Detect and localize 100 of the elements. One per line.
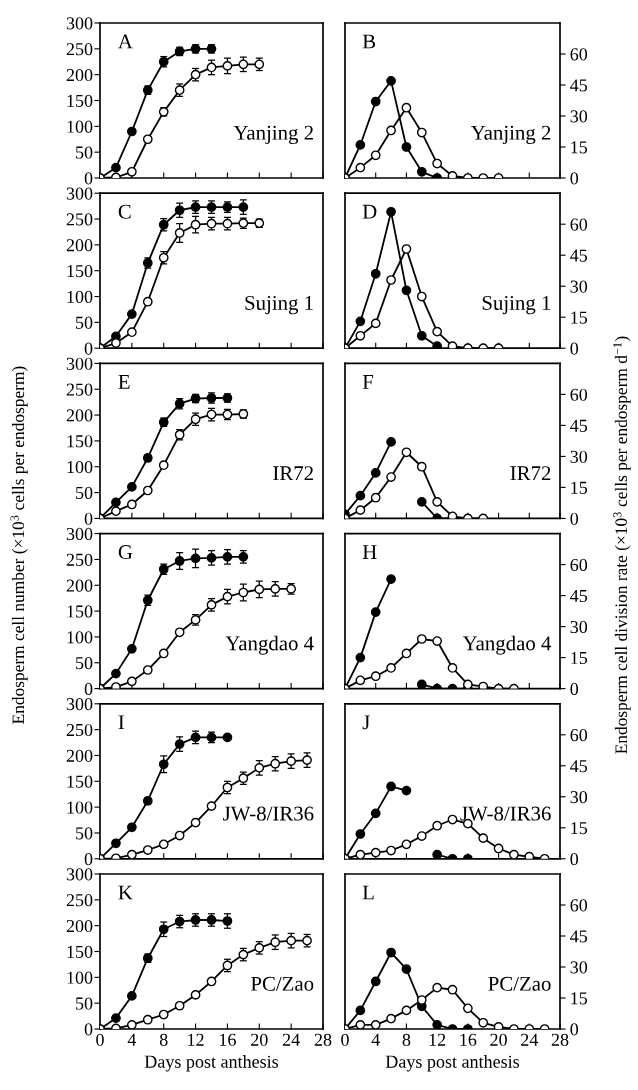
x-tick-label: 0: [96, 1033, 104, 1046]
y-tick-label: 100: [67, 801, 93, 814]
x-tick-label: 24: [521, 1033, 539, 1046]
y-tick-label: 200: [66, 409, 93, 422]
annotation: Sujing 1: [482, 295, 551, 315]
annotation: H: [362, 545, 377, 559]
y-tick-label: 0: [84, 853, 93, 866]
x-tick-label: 20: [251, 1033, 268, 1046]
x-axis-title: Days post anthesis: [385, 1055, 520, 1072]
y-tick-label: 30: [570, 110, 588, 123]
y-tick-label: 200: [66, 579, 93, 592]
annotation: PC/Zao: [251, 976, 314, 991]
y-tick-label: 150: [67, 94, 93, 107]
y-tick-label: 150: [67, 775, 93, 788]
x-tick-label: 16: [219, 1033, 236, 1046]
y-tick-label: 100: [67, 971, 93, 984]
y-tick-label: 30: [570, 791, 588, 804]
annotation: J: [362, 715, 370, 730]
y-tick-label: 300: [66, 17, 93, 30]
annotation: JW-8/IR36: [223, 806, 314, 821]
y-tick-label: 0: [84, 342, 93, 355]
y-tick-label: 50: [76, 657, 93, 670]
annotation: Yangdao 4: [462, 635, 552, 655]
y-tick-label: 150: [67, 945, 93, 958]
y-tick-label: 50: [76, 146, 93, 159]
y-tick-label: 30: [570, 961, 588, 974]
annotation: Sujing 1: [245, 295, 313, 315]
y-tick-label: 300: [66, 527, 93, 541]
y-tick-label: 45: [570, 760, 588, 773]
y-tick-label: 300: [66, 868, 93, 881]
y-tick-label: 60: [570, 729, 588, 742]
y-tick-label: 200: [66, 749, 93, 762]
x-tick-label: 0: [341, 1033, 349, 1046]
y-tick-label: 200: [66, 68, 93, 82]
y-tick-label: 200: [66, 239, 93, 252]
y-tick-label: 50: [76, 486, 93, 500]
x-tick-label: 4: [127, 1033, 137, 1046]
annotation: C: [118, 204, 131, 219]
annotation: JW-8/IR36: [460, 806, 551, 821]
y-tick-label: 15: [571, 311, 588, 324]
x-tick-label: 12: [429, 1033, 446, 1046]
annotation: G: [118, 545, 133, 560]
y-tick-label: 0: [570, 172, 579, 185]
y-tick-label: 0: [84, 172, 93, 185]
y-tick-label: 100: [67, 631, 93, 644]
y-axis-title: Endosperm cell number (×10$^{3}$ cells per endosperm): [10, 366, 28, 724]
annotation: K: [118, 885, 133, 900]
y-tick-label: 15: [571, 481, 588, 494]
y-tick-label: 100: [67, 290, 93, 303]
annotation: PC/Zao: [488, 976, 551, 991]
annotation: E: [118, 375, 130, 389]
y-tick-label: 15: [571, 992, 588, 1005]
x-tick-label: 12: [188, 1033, 204, 1046]
y-tick-label: 150: [67, 605, 93, 618]
y-tick-label: 60: [570, 218, 588, 231]
x-tick-label: 16: [460, 1033, 477, 1046]
y-tick-label: 300: [66, 357, 93, 370]
y-tick-label: 50: [76, 316, 93, 329]
y-tick-label: 60: [570, 899, 588, 912]
annotation: D: [362, 204, 377, 219]
y-tick-label: 100: [67, 120, 93, 133]
y-tick-label: 50: [76, 827, 93, 840]
y-tick-label: 60: [570, 558, 588, 572]
y-tick-label: 0: [84, 512, 93, 525]
y-tick-label: 150: [67, 435, 93, 448]
y-tick-label: 0: [570, 1023, 579, 1036]
x-tick-label: 24: [282, 1033, 300, 1046]
annotation: I: [118, 715, 125, 730]
y-tick-label: 45: [570, 930, 588, 943]
y-tick-label: 60: [570, 388, 588, 401]
y-tick-label: 0: [570, 512, 579, 525]
annotation: Yangdao 4: [225, 635, 314, 655]
x-tick-label: 20: [490, 1033, 507, 1046]
annotation: IR72: [273, 466, 313, 481]
annotation: IR72: [510, 466, 551, 481]
y-tick-label: 250: [66, 894, 93, 907]
y-axis-title: Endosperm cell division rate (×10$^{3}$ cells per endosperm d$^{−1}$): [613, 336, 631, 754]
y-tick-label: 250: [66, 213, 93, 226]
x-tick-label: 4: [371, 1033, 380, 1046]
y-tick-label: 15: [571, 141, 588, 154]
y-tick-label: 300: [66, 187, 93, 200]
annotation: B: [362, 34, 376, 49]
y-tick-label: 250: [66, 553, 93, 566]
y-tick-label: 250: [66, 383, 93, 396]
y-tick-label: 0: [570, 853, 579, 866]
y-tick-label: 30: [570, 280, 588, 293]
y-tick-label: 0: [84, 1023, 93, 1036]
y-tick-label: 0: [84, 682, 93, 696]
y-tick-label: 45: [570, 589, 588, 603]
y-tick-label: 300: [66, 698, 93, 711]
y-tick-label: 60: [570, 48, 588, 61]
x-tick-label: 28: [314, 1033, 332, 1046]
y-tick-label: 150: [67, 264, 93, 278]
x-tick-label: 8: [159, 1033, 168, 1046]
annotation: L: [362, 885, 374, 900]
x-tick-label: 28: [551, 1033, 569, 1046]
annotation: A: [118, 34, 133, 49]
y-tick-label: 30: [570, 620, 588, 634]
annotation: Yanjing 2: [233, 125, 313, 145]
y-tick-label: 200: [66, 919, 93, 933]
